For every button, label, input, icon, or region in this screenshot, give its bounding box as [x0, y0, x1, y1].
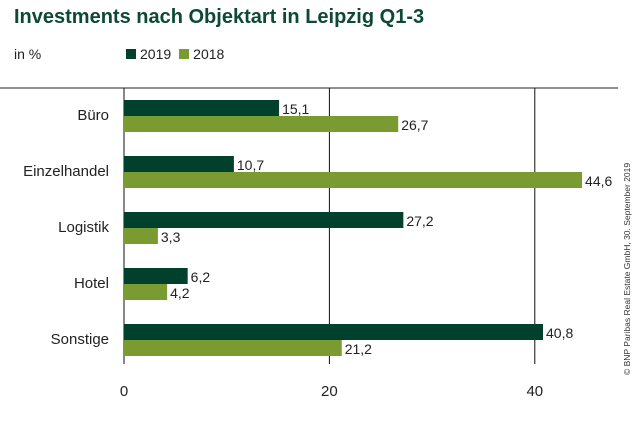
x-tick-label-0: 0 [120, 383, 128, 400]
chart-title: Investments nach Objektart in Leipzig Q1… [14, 6, 425, 28]
data-label-2018-4: 21,2 [345, 341, 372, 357]
bar-2019-1 [124, 156, 234, 172]
legend-label-2019: 2019 [140, 46, 172, 62]
bar-2019-3 [124, 268, 188, 284]
x-tick-label-40: 40 [526, 383, 543, 400]
category-label-2: Logistik [58, 219, 109, 236]
data-label-2019-1: 10,7 [237, 157, 264, 173]
data-label-2018-1: 44,6 [585, 173, 612, 189]
category-label-1: Einzelhandel [23, 163, 109, 180]
data-label-2019-2: 27,2 [406, 213, 433, 229]
bar-2018-3 [124, 284, 168, 300]
legend-swatch-2018 [179, 49, 190, 59]
legend: 2019 2018 [126, 46, 232, 62]
data-label-2018-2: 3,3 [161, 229, 181, 245]
bar-2019-0 [124, 100, 280, 116]
data-label-2019-4: 40,8 [546, 325, 573, 341]
bar-2018-0 [124, 116, 399, 132]
bar-2018-2 [124, 228, 158, 244]
category-label-0: Büro [77, 107, 109, 124]
data-label-2018-0: 26,7 [401, 117, 428, 133]
bar-2019-2 [124, 212, 404, 228]
legend-item-2019: 2019 [126, 46, 171, 62]
bar-2018-1 [124, 172, 583, 188]
source-note: © BNP Paribas Real Estate GmbH, 30. Sept… [622, 162, 632, 375]
bar-2019-4 [124, 324, 544, 340]
x-tick-label-20: 20 [321, 383, 338, 400]
category-label-4: Sonstige [51, 331, 109, 348]
bar-2018-4 [124, 340, 342, 356]
data-label-2018-3: 4,2 [170, 285, 190, 301]
category-label-3: Hotel [74, 275, 109, 292]
legend-swatch-2019 [126, 49, 136, 59]
data-label-2019-0: 15,1 [282, 101, 309, 117]
legend-label-2018: 2018 [193, 46, 225, 62]
legend-item-2018: 2018 [179, 46, 224, 62]
unit-label: in % [14, 46, 42, 62]
data-label-2019-3: 6,2 [191, 269, 211, 285]
